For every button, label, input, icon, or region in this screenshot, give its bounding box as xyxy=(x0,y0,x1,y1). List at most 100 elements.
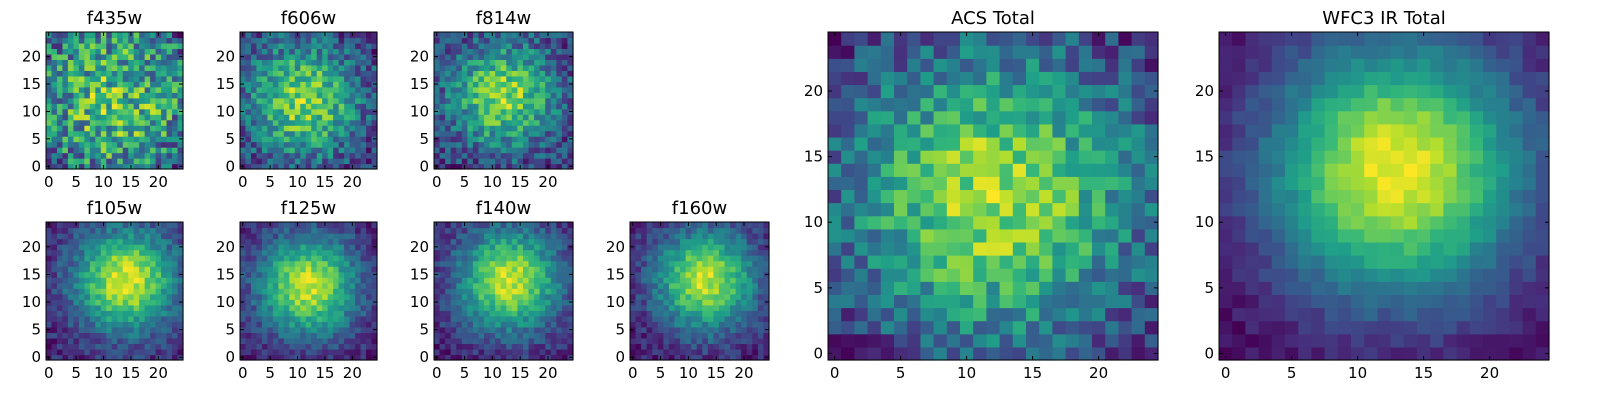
heatmap-cell xyxy=(355,163,362,170)
heatmap-cell xyxy=(46,42,53,50)
heatmap-cell xyxy=(172,266,179,273)
heatmap-cell xyxy=(567,152,574,159)
heatmap-cell xyxy=(278,310,285,317)
heatmap-cell xyxy=(172,238,179,245)
heatmap-cell xyxy=(933,281,948,295)
heatmap-cell xyxy=(478,348,485,356)
heatmap-cell xyxy=(73,114,80,121)
heatmap-cell xyxy=(267,86,274,93)
heatmap-cell xyxy=(445,119,452,126)
heatmap-cell xyxy=(763,293,770,300)
heatmap-cell xyxy=(349,97,356,104)
heatmap-cell xyxy=(311,125,318,132)
heatmap-cell xyxy=(305,81,312,88)
heatmap-cell xyxy=(144,37,151,44)
heatmap-cell xyxy=(177,277,184,284)
heatmap-cell xyxy=(84,92,91,99)
heatmap-cell xyxy=(355,42,362,50)
heatmap-cell xyxy=(349,103,356,110)
heatmap-cell xyxy=(128,37,135,44)
heatmap-cell xyxy=(439,48,446,55)
heatmap-cell xyxy=(685,293,692,300)
heatmap-cell xyxy=(478,81,485,88)
heatmap-cell xyxy=(327,337,334,345)
heatmap-cell xyxy=(78,103,85,110)
heatmap-cell xyxy=(333,227,340,234)
heatmap-cell xyxy=(960,228,974,243)
heatmap-cell xyxy=(245,32,252,39)
heatmap-cell xyxy=(366,326,373,333)
heatmap-cell xyxy=(166,310,173,317)
heatmap-cell xyxy=(556,59,563,66)
heatmap-cell xyxy=(371,310,378,317)
heatmap-cell xyxy=(283,233,290,240)
heatmap-cell xyxy=(439,249,446,256)
heatmap-cell xyxy=(67,75,74,82)
heatmap-cell xyxy=(735,288,742,295)
heatmap-cell xyxy=(746,260,753,267)
heatmap-cell xyxy=(111,310,118,317)
heatmap-cell xyxy=(333,48,340,55)
heatmap-cell xyxy=(289,37,296,44)
heatmap-cell xyxy=(333,64,340,71)
heatmap-cell xyxy=(360,255,367,262)
heatmap-cell xyxy=(106,293,113,300)
heatmap-cell xyxy=(95,222,102,229)
heatmap-cell xyxy=(735,299,742,306)
heatmap-cell xyxy=(344,86,351,93)
heatmap-cell xyxy=(1039,281,1053,295)
heatmap-cell xyxy=(545,59,552,66)
heatmap-cell xyxy=(133,147,140,154)
heatmap-cell xyxy=(294,227,301,234)
heatmap-cell xyxy=(511,125,518,132)
heatmap-cell xyxy=(327,310,334,317)
heatmap-cell xyxy=(880,228,895,243)
heatmap-cell xyxy=(56,343,64,350)
heatmap-cell xyxy=(668,315,676,322)
heatmap-cell xyxy=(122,37,129,44)
heatmap-cell xyxy=(484,42,491,50)
heatmap-cell xyxy=(56,293,64,300)
heatmap-cell xyxy=(144,326,151,333)
heatmap-cell xyxy=(67,103,74,110)
heatmap-cell xyxy=(1039,320,1053,335)
heatmap-cell xyxy=(746,310,753,317)
heatmap-cell xyxy=(327,125,334,132)
heatmap-cell xyxy=(528,337,535,345)
heatmap-cell xyxy=(300,244,307,251)
x-tick-label: 5 xyxy=(265,364,275,382)
heatmap-cell xyxy=(696,293,703,300)
heatmap-cell xyxy=(439,136,446,143)
heatmap-cell xyxy=(461,147,468,154)
heatmap-cell xyxy=(166,130,173,137)
heatmap-cell xyxy=(366,70,373,77)
heatmap-cell xyxy=(283,282,290,289)
heatmap-cell xyxy=(713,277,720,284)
heatmap-cell xyxy=(355,321,362,328)
heatmap-cell xyxy=(445,244,452,251)
heatmap-cell xyxy=(550,114,557,121)
heatmap-cell xyxy=(730,238,737,245)
heatmap-cell xyxy=(973,307,987,322)
heatmap-cell xyxy=(261,42,268,50)
heatmap-cell xyxy=(506,260,513,267)
heatmap-cell xyxy=(500,70,507,77)
heatmap-cell xyxy=(84,147,91,154)
heatmap-cell xyxy=(267,75,274,82)
heatmap-cell xyxy=(139,152,146,159)
heatmap-cell xyxy=(495,119,502,126)
heatmap-cell xyxy=(534,233,541,240)
heatmap-cell xyxy=(539,141,546,148)
heatmap-cell xyxy=(366,310,373,317)
heatmap-cell xyxy=(344,130,351,137)
heatmap-cell xyxy=(907,346,921,361)
heatmap-cell xyxy=(680,255,687,262)
heatmap-cell xyxy=(522,147,530,154)
heatmap-cell xyxy=(144,238,151,245)
heatmap-cell xyxy=(133,136,140,143)
heatmap-cell xyxy=(511,271,518,278)
heatmap-cell xyxy=(133,163,140,170)
heatmap-cell xyxy=(1052,320,1067,335)
heatmap-cell xyxy=(333,141,340,148)
heatmap-cell xyxy=(511,53,518,60)
